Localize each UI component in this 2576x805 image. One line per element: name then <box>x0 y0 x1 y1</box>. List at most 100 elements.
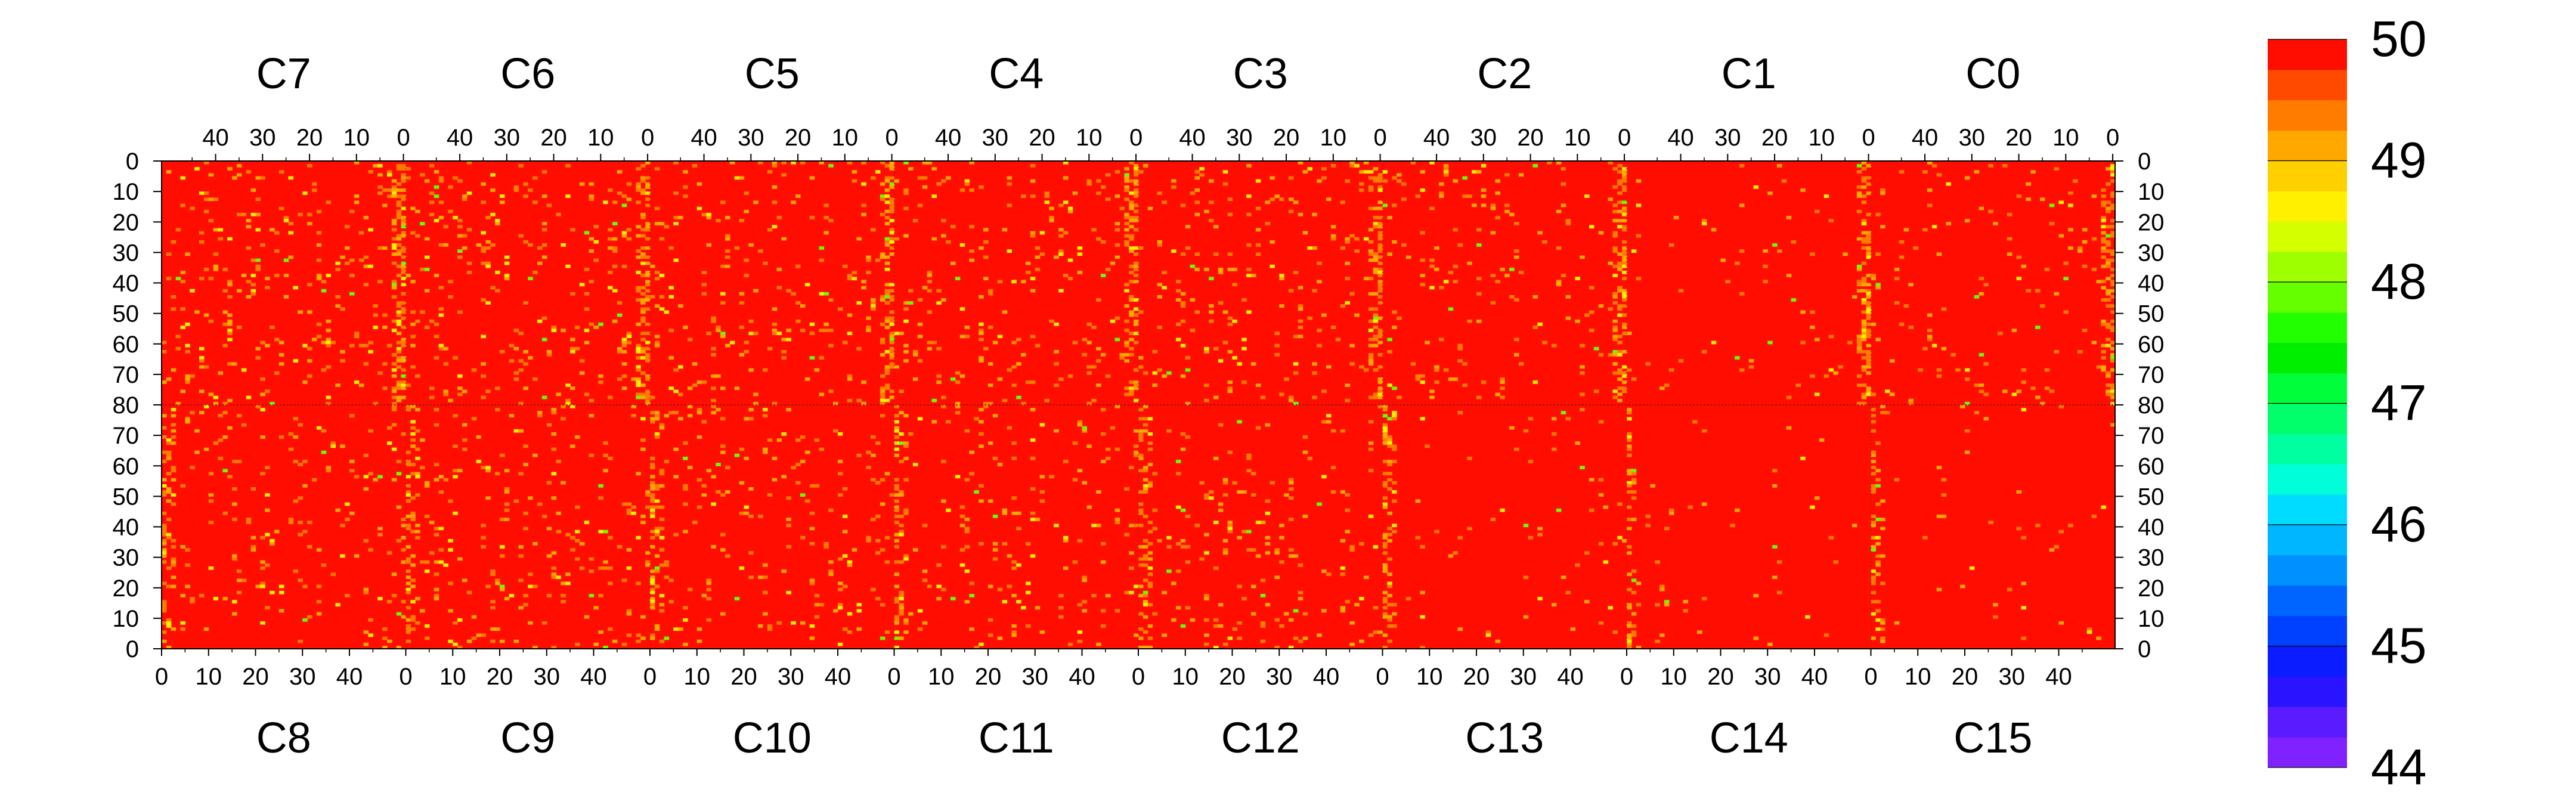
heatmap-cell <box>927 584 933 589</box>
heatmap-cell <box>1124 216 1129 219</box>
heatmap-cell <box>222 322 228 326</box>
heatmap-cell <box>185 420 190 424</box>
heatmap-cell <box>222 343 228 348</box>
top-x-tick-label: 40 <box>202 125 229 151</box>
heatmap-cell <box>462 234 467 238</box>
heatmap-cell <box>1255 206 1261 210</box>
heatmap-cell <box>1476 228 1482 232</box>
heatmap-cell <box>1147 603 1153 607</box>
heatmap-cell <box>1861 383 1867 387</box>
heatmap-cell <box>537 411 543 414</box>
heatmap-cell <box>1617 386 1623 391</box>
heatmap-cell <box>396 301 402 305</box>
heatmap-cell <box>884 371 890 375</box>
heatmap-cell <box>1209 304 1214 308</box>
heatmap-cell <box>556 511 561 515</box>
heatmap-cell <box>1950 353 1956 357</box>
heatmap-cell <box>396 188 402 192</box>
heatmap-cell <box>1476 395 1482 400</box>
heatmap-cell <box>2101 194 2106 198</box>
heatmap-cell <box>678 627 683 631</box>
heatmap-cell <box>1392 326 1397 329</box>
heatmap-cell <box>1114 170 1120 174</box>
heatmap-cell <box>673 532 679 537</box>
bottom-x-tick-label: 30 <box>1022 664 1049 690</box>
heatmap-cell <box>363 475 369 479</box>
heatmap-cell <box>377 532 383 537</box>
heatmap-cell <box>1702 429 1707 433</box>
heatmap-cell <box>636 188 641 192</box>
heatmap-cell <box>410 515 416 518</box>
heatmap-cell <box>1279 274 1284 277</box>
heatmap-cell <box>166 472 172 476</box>
heatmap-cell <box>481 362 486 366</box>
heatmap-cell <box>504 487 510 491</box>
heatmap-cell <box>1382 435 1388 439</box>
heatmap-cell <box>166 645 172 649</box>
heatmap-cell <box>1866 329 1872 332</box>
heatmap-cell <box>1866 246 1872 250</box>
heatmap-cell <box>861 280 866 284</box>
heatmap-cell <box>711 398 716 402</box>
heatmap-cell <box>1763 264 1768 268</box>
heatmap-cell <box>551 472 557 476</box>
heatmap-cell <box>1500 380 1505 384</box>
heatmap-cell <box>345 261 350 265</box>
heatmap-cell <box>640 179 646 183</box>
top-chip-label: C0 <box>1965 50 2020 98</box>
heatmap-cell <box>1312 371 1317 375</box>
heatmap-cell <box>1392 603 1397 607</box>
heatmap-cell <box>1617 313 1623 317</box>
heatmap-cell <box>1373 368 1379 372</box>
heatmap-cell <box>1265 535 1271 540</box>
heatmap-cell <box>1246 456 1252 460</box>
heatmap-cell <box>2021 264 2026 268</box>
heatmap-cell <box>1382 612 1388 616</box>
heatmap-cell <box>1589 225 1594 229</box>
heatmap-cell <box>1580 371 1585 375</box>
heatmap-cell <box>884 368 890 372</box>
heatmap-cell <box>1190 329 1196 332</box>
heatmap-cell <box>1377 267 1383 271</box>
heatmap-cell <box>326 340 332 345</box>
bottom-x-tick-label: 40 <box>1069 664 1095 690</box>
heatmap-cell <box>1213 624 1219 628</box>
heatmap-cell <box>1260 593 1266 597</box>
heatmap-cell <box>2110 249 2116 253</box>
heatmap-cell <box>185 380 190 384</box>
heatmap-cell <box>1368 252 1374 256</box>
heatmap-cell <box>1387 435 1392 439</box>
heatmap-cell <box>1021 401 1026 405</box>
heatmap-cell <box>1279 535 1284 540</box>
heatmap-cell <box>1364 237 1369 241</box>
bottom-x-tick-label: 0 <box>1376 664 1389 690</box>
heatmap-cell <box>917 609 923 613</box>
heatmap-cell <box>1861 368 1867 372</box>
heatmap-cell <box>213 441 219 445</box>
heatmap-cell <box>744 417 749 421</box>
heatmap-cell <box>415 597 420 600</box>
heatmap-cell <box>1415 499 1421 503</box>
heatmap-cell <box>1176 298 1181 302</box>
heatmap-cell <box>1415 377 1421 381</box>
heatmap-cell <box>401 249 407 253</box>
heatmap-cell <box>396 313 402 317</box>
heatmap-cell <box>809 542 815 546</box>
heatmap-cell <box>1866 252 1872 256</box>
heatmap-cell <box>626 508 632 512</box>
heatmap-cell <box>866 316 871 320</box>
heatmap-cell <box>391 593 397 597</box>
heatmap-cell <box>1213 521 1219 524</box>
heatmap-cell <box>1875 560 1881 564</box>
heatmap-cell <box>335 304 340 308</box>
heatmap-cell <box>1965 176 1970 180</box>
heatmap-cell <box>288 231 294 235</box>
heatmap-cell <box>1627 551 1632 555</box>
heatmap-cell <box>162 478 167 482</box>
heatmap-cell <box>903 444 909 448</box>
heatmap-cell <box>1002 398 1008 402</box>
heatmap-cell <box>2101 249 2106 253</box>
heatmap-cell <box>2077 249 2083 253</box>
heatmap-cell <box>1622 389 1627 394</box>
bottom-x-tick-label: 10 <box>439 664 466 690</box>
